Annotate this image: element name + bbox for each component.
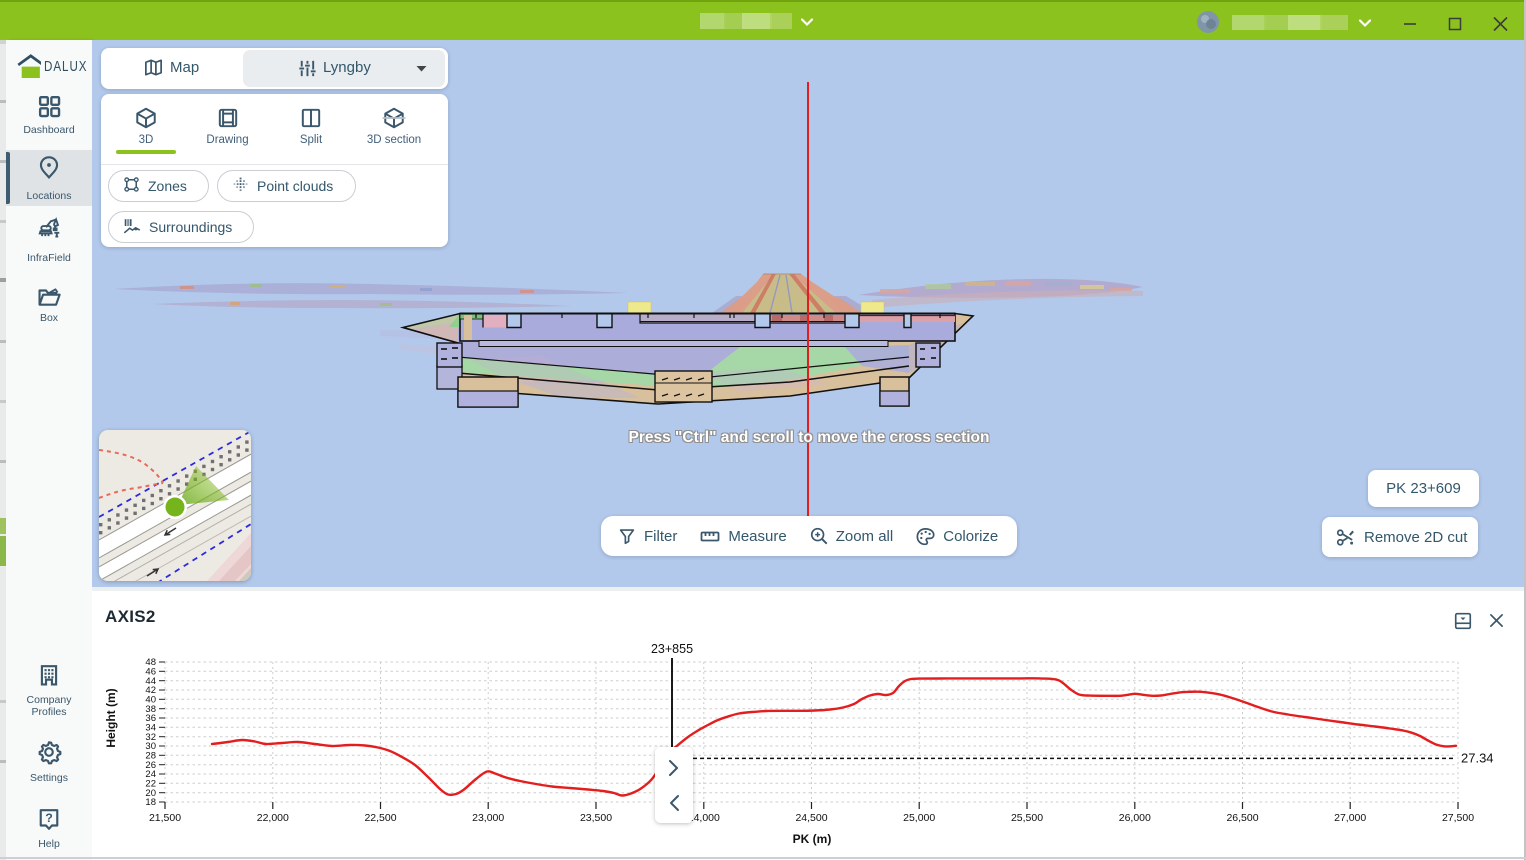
svg-text:?: ?	[45, 811, 53, 825]
svg-text:36: 36	[145, 713, 156, 724]
svg-text:24,000: 24,000	[688, 812, 720, 824]
svg-text:25,000: 25,000	[903, 812, 935, 824]
svg-text:20: 20	[145, 788, 156, 799]
svg-text:32: 32	[145, 732, 156, 743]
svg-text:PK (m): PK (m)	[793, 832, 832, 846]
svg-text:24,500: 24,500	[795, 812, 827, 824]
svg-text:30: 30	[145, 741, 156, 752]
svg-text:40: 40	[145, 695, 156, 706]
svg-text:44: 44	[145, 676, 156, 687]
svg-text:34: 34	[145, 723, 156, 734]
svg-text:22,500: 22,500	[364, 812, 396, 824]
svg-text:26: 26	[145, 760, 156, 771]
svg-text:23+855: 23+855	[651, 642, 693, 656]
svg-text:42: 42	[145, 685, 156, 696]
svg-text:27,500: 27,500	[1442, 812, 1474, 824]
svg-text:48: 48	[145, 657, 156, 668]
svg-text:27,000: 27,000	[1334, 812, 1366, 824]
svg-text:25,500: 25,500	[1011, 812, 1043, 824]
svg-text:21,500: 21,500	[149, 812, 181, 824]
svg-text:28: 28	[145, 751, 156, 762]
svg-text:23,000: 23,000	[472, 812, 504, 824]
svg-text:22,000: 22,000	[257, 812, 289, 824]
svg-text:Height (m): Height (m)	[104, 688, 118, 747]
svg-text:23,500: 23,500	[580, 812, 612, 824]
svg-text:38: 38	[145, 704, 156, 715]
svg-text:26,000: 26,000	[1119, 812, 1151, 824]
svg-text:18: 18	[145, 797, 156, 808]
svg-text:46: 46	[145, 667, 156, 678]
svg-text:24: 24	[145, 769, 156, 780]
svg-text:27.34: 27.34	[1461, 750, 1494, 765]
svg-text:26,500: 26,500	[1226, 812, 1258, 824]
svg-text:22: 22	[145, 779, 156, 790]
